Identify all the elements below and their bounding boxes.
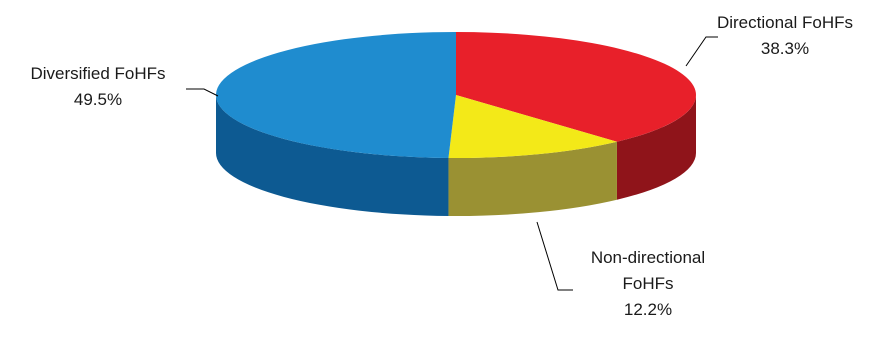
pie-slice-side-1	[448, 141, 617, 216]
slice-value-label-0: 38.3%	[761, 39, 809, 58]
leader-line-0	[685, 36, 718, 67]
pie-slice-1	[448, 95, 617, 158]
slice-name-label-1: Non-directional	[591, 248, 705, 267]
pie-slice-side-0	[616, 95, 696, 200]
pie-slice-0	[456, 32, 697, 142]
pie-slice-2	[215, 32, 456, 158]
pie-labels: Directional FoHFs 38.3% Non-directional FoH…	[30, 13, 853, 319]
pie-sides	[216, 95, 696, 216]
pie-tops	[215, 32, 697, 158]
slice-name-label-0: Directional FoHFs	[717, 13, 853, 32]
slice-value-label-1: 12.2%	[624, 300, 672, 319]
slice-name-label-2: Diversified FoHFs	[30, 64, 165, 83]
pie-slice-side-2	[216, 95, 449, 216]
slice-name-label-1: FoHFs	[623, 274, 674, 293]
slice-value-label-2: 49.5%	[74, 90, 122, 109]
leader-line-1	[536, 221, 573, 291]
leader-line-2	[186, 88, 219, 97]
